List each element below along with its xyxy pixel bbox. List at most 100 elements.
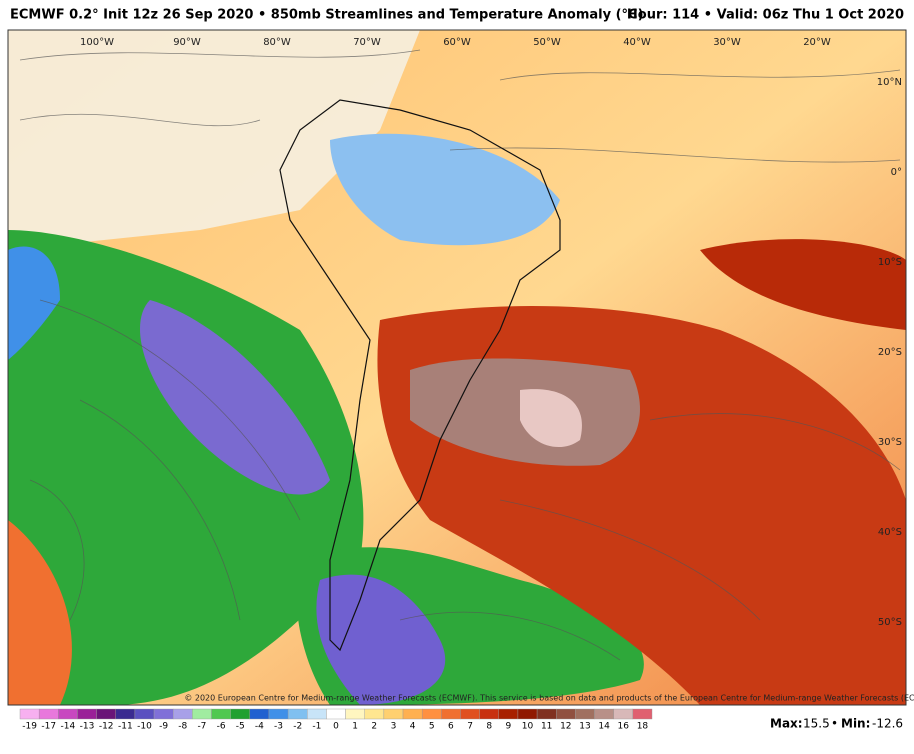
longitude-label: 100°W bbox=[80, 37, 114, 48]
colorbar-cell bbox=[58, 708, 78, 720]
separator: • bbox=[831, 717, 838, 731]
colorbar-cell bbox=[173, 708, 193, 720]
colorbar-cell bbox=[115, 708, 136, 720]
colorbar-cell bbox=[211, 708, 231, 720]
colorbar-label: 1 bbox=[352, 722, 358, 732]
colorbar-cell bbox=[268, 708, 289, 720]
colorbar-cell bbox=[134, 708, 155, 720]
latitude-label: 0° bbox=[891, 167, 902, 178]
colorbar-label: -1 bbox=[312, 722, 321, 732]
colorbar-label: -3 bbox=[274, 722, 283, 732]
colorbar-label: 18 bbox=[637, 722, 649, 732]
colorbar-cell bbox=[383, 708, 404, 720]
colorbar-cell bbox=[556, 708, 576, 720]
field-pale-core bbox=[520, 389, 582, 448]
map-frame bbox=[7, 29, 907, 706]
colorbar-cell bbox=[594, 708, 614, 720]
colorbar-label: -19 bbox=[22, 722, 37, 732]
colorbar-cell bbox=[19, 708, 40, 720]
colorbar-label: 8 bbox=[486, 722, 492, 732]
colorbar-cell bbox=[517, 708, 538, 720]
colorbar-cell bbox=[536, 708, 557, 720]
colorbar-label: 3 bbox=[391, 722, 397, 732]
longitude-label: 80°W bbox=[263, 37, 291, 48]
colorbar-label: -17 bbox=[41, 722, 56, 732]
colorbar-cell bbox=[326, 708, 346, 720]
field-purple-south bbox=[316, 574, 446, 705]
latitude-label: 30°S bbox=[878, 437, 902, 448]
latitude-label: 50°S bbox=[878, 617, 902, 628]
colorbar-cell bbox=[575, 708, 595, 720]
longitude-label: 20°W bbox=[803, 37, 831, 48]
longitude-label: 40°W bbox=[623, 37, 651, 48]
longitude-label: 60°W bbox=[443, 37, 471, 48]
colorbar-label: 10 bbox=[522, 722, 534, 732]
field-orange-sw bbox=[8, 520, 72, 705]
colorbar-label: -8 bbox=[178, 722, 187, 732]
min-value: -12.6 bbox=[872, 717, 903, 731]
colorbar-label: 16 bbox=[618, 722, 630, 732]
longitude-label: 70°W bbox=[353, 37, 381, 48]
colorbar-cell bbox=[402, 708, 423, 720]
longitude-label: 50°W bbox=[533, 37, 561, 48]
header-title: ECMWF 0.2° Init 12z 26 Sep 2020 • 850mb … bbox=[10, 8, 644, 23]
colorbar-cell bbox=[498, 708, 519, 720]
colorbar-label: -5 bbox=[236, 722, 245, 732]
colorbar-cell bbox=[192, 708, 212, 720]
colorbar-label: -11 bbox=[118, 722, 133, 732]
header-valid: Hour: 114 • Valid: 06z Thu 1 Oct 2020 bbox=[627, 8, 904, 23]
colorbar-label: -4 bbox=[255, 722, 264, 732]
colorbar-label: -10 bbox=[137, 722, 152, 732]
field-blue-west bbox=[8, 246, 60, 360]
colorbar-label: 7 bbox=[467, 722, 473, 732]
colorbar-cell bbox=[345, 708, 365, 720]
colorbar-label: 5 bbox=[429, 722, 435, 732]
colorbar-cell bbox=[421, 708, 442, 720]
field-pale bbox=[8, 30, 420, 250]
colorbar-label: 13 bbox=[579, 722, 590, 732]
colorbar-label: 4 bbox=[410, 722, 416, 732]
colorbar-cell bbox=[613, 708, 634, 720]
field-purple bbox=[140, 300, 330, 495]
colorbar-label: -13 bbox=[80, 722, 95, 732]
colorbar-label: 9 bbox=[505, 722, 511, 732]
colorbar-label: 11 bbox=[541, 722, 552, 732]
latitude-label: 40°S bbox=[878, 527, 902, 538]
colorbar-cell bbox=[364, 708, 385, 720]
latitude-label: 10°S bbox=[878, 257, 902, 268]
colorbar-label: 0 bbox=[333, 722, 339, 732]
field-red-east bbox=[700, 239, 906, 330]
colorbar-label: -14 bbox=[61, 722, 76, 732]
colorbar-label: -12 bbox=[99, 722, 114, 732]
colorbar-label: -7 bbox=[197, 722, 206, 732]
colorbar-label: -9 bbox=[159, 722, 168, 732]
colorbar-label: 14 bbox=[598, 722, 610, 732]
colorbar-cell bbox=[479, 708, 499, 720]
copyright: © 2020 European Centre for Medium-range … bbox=[184, 694, 914, 703]
colorbar-cell bbox=[96, 708, 116, 720]
continent-outline bbox=[279, 99, 561, 652]
longitude-label: 30°W bbox=[713, 37, 741, 48]
colorbar-cell bbox=[307, 708, 327, 720]
field-green bbox=[8, 230, 364, 705]
colorbar-cell bbox=[441, 708, 461, 720]
colorbar-label: -6 bbox=[217, 722, 226, 732]
streamlines bbox=[19, 49, 901, 661]
colorbar-label: 12 bbox=[560, 722, 571, 732]
min-label: Min: bbox=[841, 717, 870, 731]
map-field bbox=[8, 30, 906, 705]
max-label: Max: bbox=[770, 717, 803, 731]
colorbar-label: -2 bbox=[293, 722, 302, 732]
colorbar-cell bbox=[153, 708, 174, 720]
colorbar-cell bbox=[38, 708, 59, 720]
colorbar: -19 -17 -14 -13 -12 -11 -10 -9 -8 -7 -6 -5 -4 -3 -2 -1 0… bbox=[19, 708, 653, 732]
max-value: 15.5 bbox=[803, 717, 830, 731]
latitude-label: 10°N bbox=[877, 77, 902, 88]
colorbar-cell bbox=[249, 708, 270, 720]
colorbar-cell bbox=[230, 708, 251, 720]
colorbar-cell bbox=[287, 708, 308, 720]
colorbar-cell bbox=[77, 708, 97, 720]
colorbar-cell bbox=[460, 708, 480, 720]
field-blue bbox=[330, 133, 560, 246]
